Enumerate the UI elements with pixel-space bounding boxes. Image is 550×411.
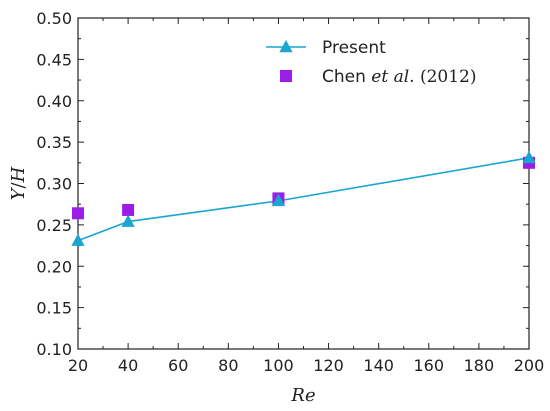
tick-labels: 20 40 60 80 100 120 140 160 180 200 0.10 0.15 0.20 0.…: [36, 9, 544, 375]
x-tick-label: 40: [118, 356, 138, 375]
y-tick-label: 0.50: [36, 9, 72, 28]
legend-marker-present: [279, 40, 293, 53]
legend-label-chen-year: (2012): [415, 67, 477, 87]
x-tick-label: 180: [464, 356, 495, 375]
series-layer: [71, 150, 536, 246]
y-axis-label-slash: /: [8, 181, 29, 188]
y-tick-label: 0.25: [36, 216, 72, 235]
legend-label-present: Present: [322, 38, 386, 58]
x-tick-label: 80: [218, 356, 238, 375]
legend-label-chen: Chen et al. (2012): [322, 67, 477, 87]
data-point-present: [71, 233, 85, 246]
y-tick-label: 0.20: [36, 257, 72, 276]
y-tick-label: 0.30: [36, 175, 72, 194]
x-tick-label: 20: [68, 356, 88, 375]
legend-marker-chen: [280, 70, 292, 82]
y-tick-label: 0.35: [36, 133, 72, 152]
y-tick-label: 0.10: [36, 340, 72, 359]
y-tick-label: 0.15: [36, 299, 72, 318]
y-axis-label-part-1: Y: [8, 186, 29, 200]
data-point-present: [121, 214, 135, 227]
y-tick-label: 0.40: [36, 92, 72, 111]
legend-label-chen-etal: et al.: [371, 67, 414, 87]
x-tick-label: 120: [313, 356, 344, 375]
y-tick-label: 0.45: [36, 50, 72, 69]
legend: Present Chen et al. (2012): [266, 38, 477, 87]
legend-label-chen-author: Chen: [322, 67, 371, 87]
x-tick-label: 60: [168, 356, 188, 375]
data-point-present: [271, 193, 286, 207]
axis-ticks: [77, 17, 530, 350]
series-line-present: [77, 157, 530, 242]
y-axis-label-part-2: H: [8, 166, 29, 183]
x-tick-label: 140: [363, 356, 394, 375]
y-axis-label: Y/H: [8, 166, 29, 200]
x-axis-label: Re: [290, 385, 315, 406]
x-tick-label: 160: [414, 356, 445, 375]
x-tick-label: 200: [514, 356, 545, 375]
data-point-chen: [72, 207, 84, 220]
x-tick-label: 100: [263, 356, 294, 375]
data-point-chen: [122, 203, 135, 216]
data-point-present: [522, 150, 536, 164]
